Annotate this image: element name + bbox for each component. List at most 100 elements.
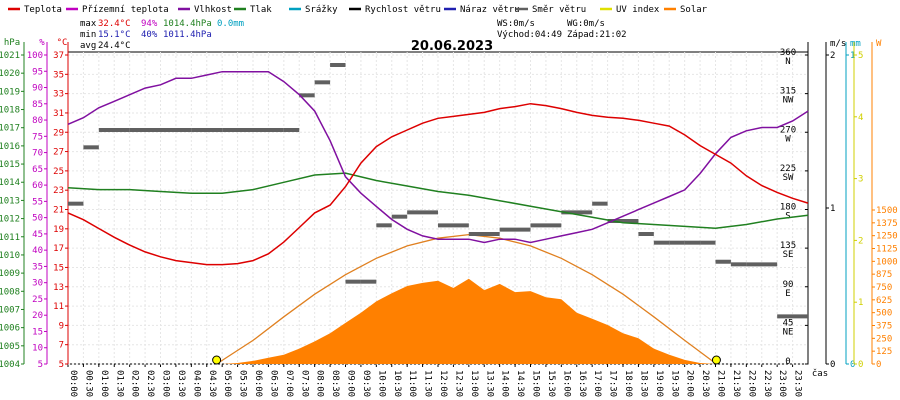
legend-label: Přízemní teplota — [82, 5, 169, 15]
temperature-axis-label: 11 — [53, 302, 64, 312]
wind-speed-axis-label: 2 — [830, 51, 835, 61]
solar-axis-label: 1250 — [876, 232, 898, 242]
stats-max-humidity: 94% — [141, 19, 158, 29]
direction-degree-label: 315 — [780, 87, 796, 97]
temperature-axis-label: 5 — [59, 360, 64, 370]
direction-degree-label: 0 — [785, 357, 790, 367]
humidity-axis-label: 10 — [32, 344, 43, 354]
temperature-axis-label: 35 — [53, 70, 64, 80]
rain-axis-label: 1 — [850, 51, 855, 61]
direction-degree-label: 45 — [783, 318, 794, 328]
humidity-axis-label: 45 — [32, 230, 43, 240]
solar-axis-label: 625 — [876, 296, 892, 306]
x-tick-label: 04:00 — [191, 370, 201, 397]
temperature-axis-label: 13 — [53, 283, 64, 293]
x-tick-label: 10:30 — [392, 370, 402, 397]
solar-axis-label: 1500 — [876, 206, 898, 216]
x-tick-label: 15:00 — [531, 370, 541, 397]
x-tick-label: 14:00 — [500, 370, 510, 397]
temperature-axis-label: 31 — [53, 109, 64, 119]
solar-axis-label: 875 — [876, 270, 892, 280]
solar-axis-label: 500 — [876, 309, 892, 319]
x-tick-label: 07:30 — [299, 370, 309, 397]
humidity-axis-label: 40 — [32, 246, 43, 256]
humidity-axis-label: 20 — [32, 311, 43, 321]
humidity-axis-label: 65 — [32, 165, 43, 175]
pressure-axis-label: 1011 — [0, 233, 20, 243]
temperature-axis-label: 21 — [53, 206, 64, 216]
series-line-teplota — [67, 102, 809, 266]
stats-min-humidity: 40% — [141, 30, 158, 40]
rain-axis-label: 0 — [850, 360, 855, 370]
legend-label: Náraz větru — [460, 5, 520, 15]
x-tick-label: 16:30 — [577, 370, 587, 397]
x-tick-label: 09:00 — [346, 370, 356, 397]
humidity-axis-label: 100 — [27, 51, 43, 61]
humidity-axis-label: 75 — [32, 132, 43, 142]
wind-speed-axis-unit: m/s — [830, 39, 846, 49]
x-tick-label: 19:30 — [669, 370, 679, 397]
humidity-axis-label: 50 — [32, 214, 43, 224]
x-tick-label: 07:00 — [284, 370, 294, 397]
direction-name-label: W — [785, 134, 791, 144]
direction-degree-label: 135 — [780, 241, 796, 251]
temperature-axis-unit: °C — [57, 38, 68, 48]
x-tick-label: 01:30 — [114, 370, 124, 397]
pressure-axis-label: 1007 — [0, 305, 20, 315]
pressure-axis-label: 1010 — [0, 251, 20, 261]
sunset-marker — [711, 355, 721, 365]
x-tick-label: 00:00 — [68, 370, 78, 397]
x-tick-label: 21:00 — [716, 370, 726, 397]
x-tick-label: 20:30 — [700, 370, 710, 397]
temperature-axis-label: 9 — [59, 321, 64, 331]
x-tick-label: 05:30 — [238, 370, 248, 397]
humidity-axis-label: 15 — [32, 327, 43, 337]
x-tick-label: 00:30 — [83, 370, 93, 397]
x-tick-label: 04:30 — [207, 370, 217, 397]
pressure-axis-label: 1009 — [0, 269, 20, 279]
x-tick-label: 08:00 — [315, 370, 325, 397]
x-tick-label: 20:00 — [685, 370, 695, 397]
direction-degree-label: 180 — [780, 203, 796, 213]
solar-axis-label: 375 — [876, 322, 892, 332]
pressure-axis-unit: hPa — [4, 38, 20, 48]
stats-avg-label: avg — [80, 41, 96, 51]
stats-max-rain: 0.0mm — [217, 19, 244, 29]
pressure-axis-label: 1014 — [0, 178, 20, 188]
humidity-axis-label: 35 — [32, 262, 43, 272]
pressure-axis-label: 1012 — [0, 215, 20, 225]
x-tick-label: 18:00 — [623, 370, 633, 397]
humidity-axis-unit: % — [39, 38, 45, 48]
temperature-axis-label: 25 — [53, 167, 64, 177]
solar-axis-label: 1125 — [876, 245, 898, 255]
temperature-axis-label: 19 — [53, 225, 64, 235]
temperature-axis-label: 15 — [53, 263, 64, 273]
x-tick-label: 02:00 — [130, 370, 140, 397]
x-tick-label: 03:30 — [176, 370, 186, 397]
x-tick-label: 13:30 — [484, 370, 494, 397]
direction-name-label: SW — [783, 173, 794, 183]
x-tick-label: 06:00 — [253, 370, 263, 397]
x-tick-label: 23:30 — [793, 370, 803, 397]
uv-axis-label: 2 — [858, 236, 863, 246]
legend-label: Směr větru — [532, 5, 586, 15]
solar-axis-label: 1000 — [876, 257, 898, 267]
x-tick-label: 22:30 — [762, 370, 772, 397]
uv-axis-label: 3 — [858, 175, 863, 185]
chart-title: 20.06.2023 — [411, 39, 493, 54]
pressure-axis-label: 1008 — [0, 287, 20, 297]
x-tick-label: 09:30 — [361, 370, 371, 397]
x-tick-label: 12:00 — [438, 370, 448, 397]
humidity-axis-label: 80 — [32, 116, 43, 126]
x-tick-label: 12:30 — [453, 370, 463, 397]
stats-avg-temp: 24.4°C — [98, 41, 131, 51]
direction-name-label: NW — [783, 96, 794, 106]
x-tick-label: 18:30 — [638, 370, 648, 397]
direction-name-label: NE — [783, 327, 794, 337]
series-line-tlak — [67, 172, 809, 229]
x-tick-label: 17:00 — [592, 370, 602, 397]
x-tick-label: 15:30 — [546, 370, 556, 397]
humidity-axis-label: 30 — [32, 279, 43, 289]
stats-max-pressure: 1014.4hPa — [163, 19, 212, 29]
